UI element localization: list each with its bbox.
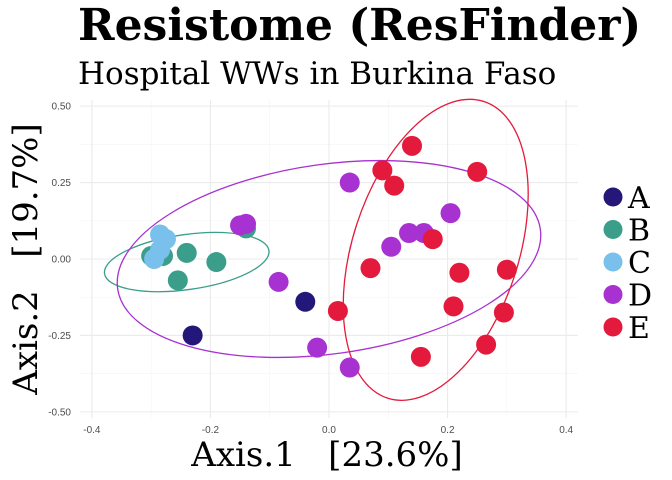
point-a <box>182 325 203 346</box>
point-e <box>402 135 422 156</box>
x-tick-labels: -0.4 -0.2 0.0 0.2 0.4 <box>83 425 573 436</box>
point-a <box>295 291 316 312</box>
point-d <box>307 337 328 358</box>
ellipse-d <box>116 159 542 359</box>
point-b <box>167 270 188 291</box>
point-d <box>381 236 402 257</box>
point-e <box>443 296 464 317</box>
y-tick-label: -0.50 <box>48 407 71 418</box>
y-tick-label: 0.50 <box>52 102 72 113</box>
legend-key-a <box>603 187 623 207</box>
point-e <box>422 229 443 250</box>
point-d <box>236 213 256 234</box>
legend-key-b <box>603 220 623 239</box>
y-tick-label: 0.25 <box>52 178 72 189</box>
data-points <box>141 135 517 378</box>
x-tick-label: -0.4 <box>83 425 101 436</box>
x-tick-label: 0.0 <box>322 425 336 436</box>
point-d <box>268 271 289 292</box>
point-d <box>339 172 360 193</box>
legend-label-b: B <box>628 214 650 249</box>
point-e <box>384 175 405 196</box>
point-e <box>493 302 514 323</box>
legend-label-a: A <box>627 181 650 216</box>
point-e <box>476 334 497 355</box>
point-b <box>176 242 197 263</box>
ellipse-b <box>103 231 270 293</box>
point-d <box>399 223 420 244</box>
point-b <box>206 252 227 273</box>
point-e <box>467 161 488 182</box>
x-tick-label: -0.2 <box>202 425 220 436</box>
legend-key-c <box>603 252 623 272</box>
legend-key-d <box>603 285 623 304</box>
y-tick-label: 0.00 <box>52 255 72 266</box>
y-axis-label: Axis.2 [19.7%] <box>6 123 46 395</box>
legend-label-c: C <box>628 246 651 281</box>
x-axis-label: Axis.1 [23.6%] <box>190 435 462 475</box>
x-tick-label: 0.2 <box>441 425 455 436</box>
legend-key-e <box>603 317 623 337</box>
legend-label-e: E <box>628 311 650 346</box>
y-tick-label: -0.25 <box>48 331 71 342</box>
chart-subtitle: Hospital WWs in Burkina Faso <box>78 56 556 92</box>
point-e <box>360 258 381 279</box>
x-tick-label: 0.4 <box>559 425 573 436</box>
point-e <box>410 346 431 367</box>
plot-grid <box>80 100 578 418</box>
chart-title: Resistome (ResFinder) <box>78 0 641 51</box>
point-c <box>144 249 165 269</box>
legend-label-d: D <box>628 279 652 314</box>
y-tick-labels: -0.50 -0.25 0.00 0.25 0.50 <box>48 102 71 419</box>
point-d <box>339 357 360 378</box>
point-e <box>372 160 393 181</box>
point-e <box>327 300 348 321</box>
point-d <box>440 203 461 224</box>
point-e <box>449 262 470 283</box>
point-e <box>496 259 517 280</box>
